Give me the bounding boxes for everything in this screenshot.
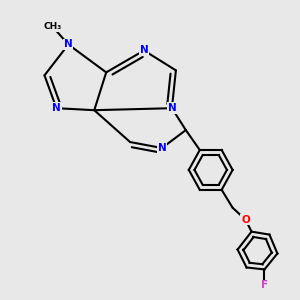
Text: N: N	[64, 40, 73, 50]
Text: F: F	[261, 280, 268, 290]
Text: N: N	[140, 46, 148, 56]
Text: CH₃: CH₃	[43, 22, 62, 31]
Text: O: O	[241, 215, 250, 225]
Text: N: N	[52, 103, 61, 113]
Text: N: N	[167, 103, 176, 113]
Text: N: N	[158, 143, 166, 153]
